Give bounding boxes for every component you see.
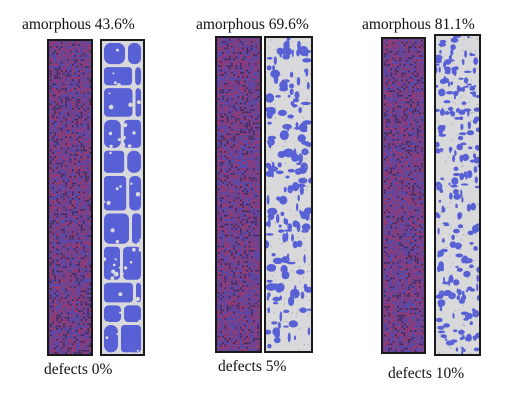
phase-strip-2 (264, 36, 313, 353)
atomistic-strip-3 (381, 37, 426, 354)
amorphous-label-3: amorphous 81.1% (362, 16, 475, 33)
defects-label-3: defects 10% (388, 365, 465, 382)
atomistic-strip-2 (215, 36, 262, 353)
phase-strip-3 (434, 34, 481, 356)
atomistic-strip-1 (47, 39, 93, 356)
phase-strip-1 (100, 39, 145, 356)
amorphous-label-2: amorphous 69.6% (196, 16, 309, 33)
defects-label-2: defects 5% (218, 358, 287, 375)
amorphous-label-1: amorphous 43.6% (22, 16, 135, 33)
defects-label-1: defects 0% (44, 361, 113, 378)
